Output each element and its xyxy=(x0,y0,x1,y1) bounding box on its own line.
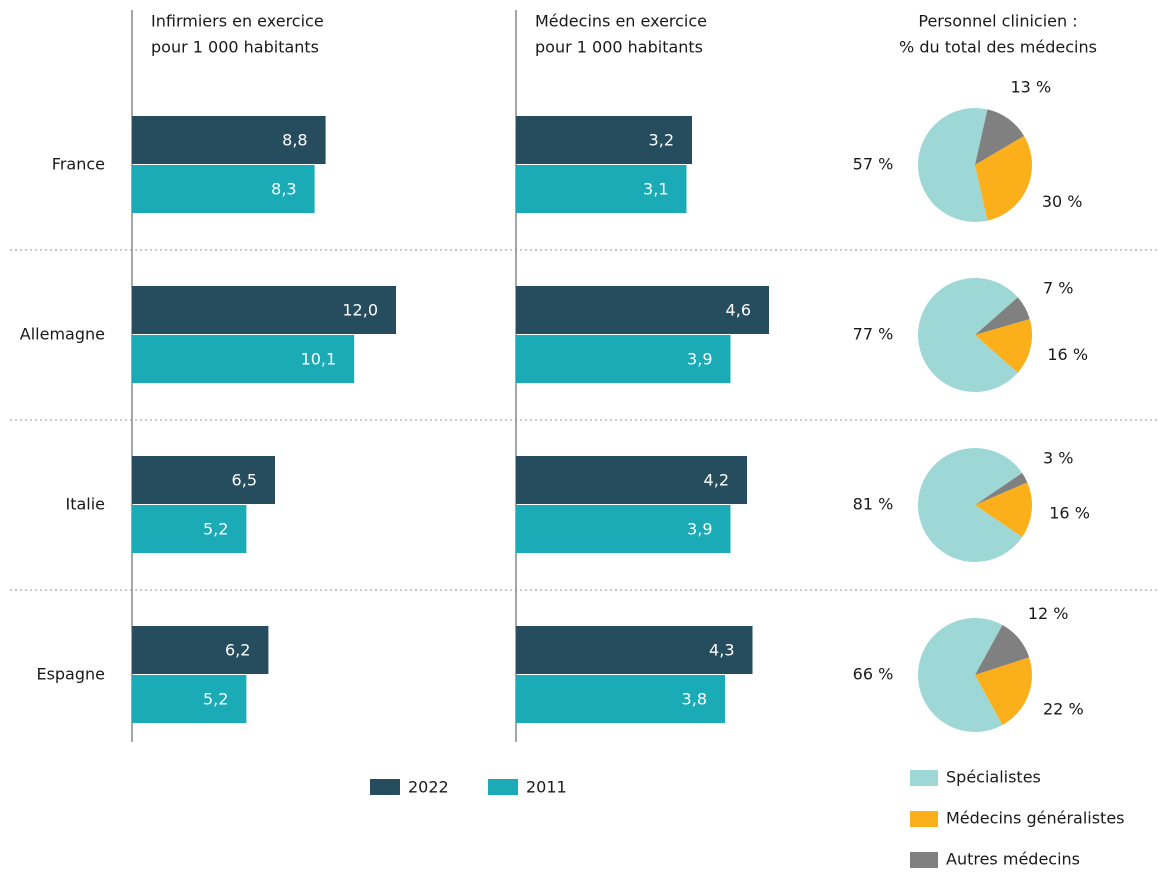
value-label: 4,2 xyxy=(704,471,729,490)
value-label: 6,2 xyxy=(225,641,250,660)
pie-slice xyxy=(975,297,1030,335)
legend-swatch xyxy=(370,779,400,795)
pie-label: 66 % xyxy=(853,665,894,684)
bar xyxy=(516,286,769,334)
value-label: 4,6 xyxy=(726,301,751,320)
bar xyxy=(516,505,731,553)
value-label: 3,2 xyxy=(649,131,674,150)
value-label: 5,2 xyxy=(203,690,228,709)
panel-title: pour 1 000 habitants xyxy=(151,38,319,57)
pie-label: 22 % xyxy=(1043,699,1084,718)
category-label: Italie xyxy=(65,495,105,514)
bar xyxy=(132,505,247,553)
pie-slice xyxy=(918,448,1023,562)
bar xyxy=(516,456,747,504)
panel-title: Médecins en exercice xyxy=(535,12,707,31)
value-label: 5,2 xyxy=(203,520,228,539)
pie-slice xyxy=(975,472,1028,505)
bar xyxy=(516,116,692,164)
bar xyxy=(132,335,355,383)
legend-swatch xyxy=(488,779,518,795)
pie-label: 16 % xyxy=(1047,345,1088,364)
bar xyxy=(516,626,753,674)
value-label: 6,5 xyxy=(232,471,257,490)
bar xyxy=(132,116,326,164)
pie-slice xyxy=(975,625,1030,675)
value-label: 12,0 xyxy=(342,301,378,320)
bar xyxy=(132,286,396,334)
pie-label: 57 % xyxy=(853,155,894,174)
legend-swatch xyxy=(910,811,938,827)
pie-slice xyxy=(918,618,1003,732)
legend-label: 2011 xyxy=(526,778,567,797)
legend-label: Médecins généralistes xyxy=(946,809,1125,828)
pie-label: 12 % xyxy=(1028,604,1069,623)
legend-label: 2022 xyxy=(408,778,449,797)
legend-label: Autres médecins xyxy=(946,850,1080,869)
category-label: Allemagne xyxy=(20,325,105,344)
value-label: 3,9 xyxy=(687,520,712,539)
pie-slice xyxy=(975,135,1032,221)
pie-slice xyxy=(975,109,1025,165)
value-label: 8,8 xyxy=(282,131,307,150)
category-label: Espagne xyxy=(36,665,105,684)
pie-label: 16 % xyxy=(1049,503,1090,522)
bar xyxy=(132,675,247,723)
legend-swatch xyxy=(910,852,938,868)
category-label: France xyxy=(52,155,105,174)
bar xyxy=(132,626,269,674)
pie-label: 30 % xyxy=(1042,192,1083,211)
value-label: 4,3 xyxy=(709,641,734,660)
value-label: 3,8 xyxy=(682,690,707,709)
panel-title: Personnel clinicien : xyxy=(918,12,1077,31)
value-label: 3,9 xyxy=(687,350,712,369)
value-label: 3,1 xyxy=(643,180,668,199)
bar xyxy=(516,165,687,213)
value-label: 8,3 xyxy=(271,180,296,199)
value-label: 10,1 xyxy=(301,350,337,369)
pie-label: 81 % xyxy=(853,495,894,514)
pie-slice xyxy=(918,107,988,222)
pie-slice xyxy=(918,278,1018,392)
bar xyxy=(132,165,315,213)
legend-swatch xyxy=(910,770,938,786)
pie-slice xyxy=(975,657,1032,725)
bar xyxy=(132,456,275,504)
pie-label: 77 % xyxy=(853,325,894,344)
bar xyxy=(516,675,725,723)
panel-title: pour 1 000 habitants xyxy=(535,38,703,57)
pie-slice xyxy=(975,319,1032,373)
panel-title: Infirmiers en exercice xyxy=(151,12,324,31)
panel-title: % du total des médecins xyxy=(899,38,1097,57)
pie-label: 13 % xyxy=(1011,78,1052,97)
pie-label: 3 % xyxy=(1043,449,1073,468)
pie-label: 7 % xyxy=(1043,279,1073,298)
pie-slice xyxy=(975,482,1032,538)
legend-label: Spécialistes xyxy=(946,768,1041,787)
bar xyxy=(516,335,731,383)
